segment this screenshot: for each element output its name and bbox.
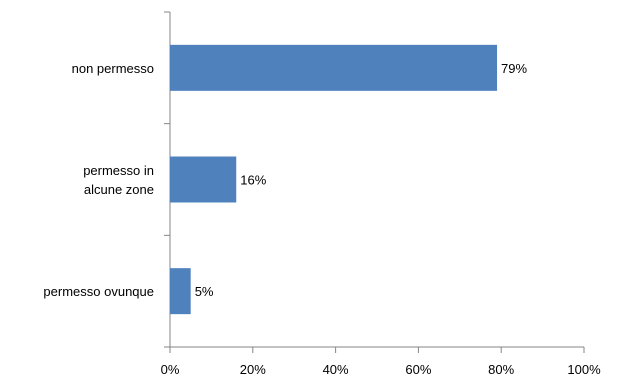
x-tick-label: 40%: [323, 362, 349, 377]
bar: [170, 156, 237, 203]
data-label: 16%: [240, 173, 266, 188]
data-label: 5%: [195, 284, 214, 299]
data-labels: 79% 16% 5%: [195, 61, 528, 299]
x-tick-label: 80%: [488, 362, 514, 377]
x-tick-label: 100%: [567, 362, 601, 377]
x-tick-label: 0%: [161, 362, 180, 377]
bar: [170, 44, 498, 91]
category-label: permesso ovunque: [43, 284, 154, 299]
x-tick-labels: 0% 20% 40% 60% 80% 100%: [161, 362, 601, 377]
x-tick-label: 60%: [405, 362, 431, 377]
category-label: non permesso: [72, 61, 154, 76]
bars: [170, 44, 498, 315]
category-labels: non permesso permesso in alcune zone permes…: [43, 61, 154, 299]
x-tick-label: 20%: [240, 362, 266, 377]
category-label: permesso in alcune zone: [83, 163, 154, 197]
bar: [170, 268, 191, 315]
data-label: 79%: [501, 61, 527, 76]
